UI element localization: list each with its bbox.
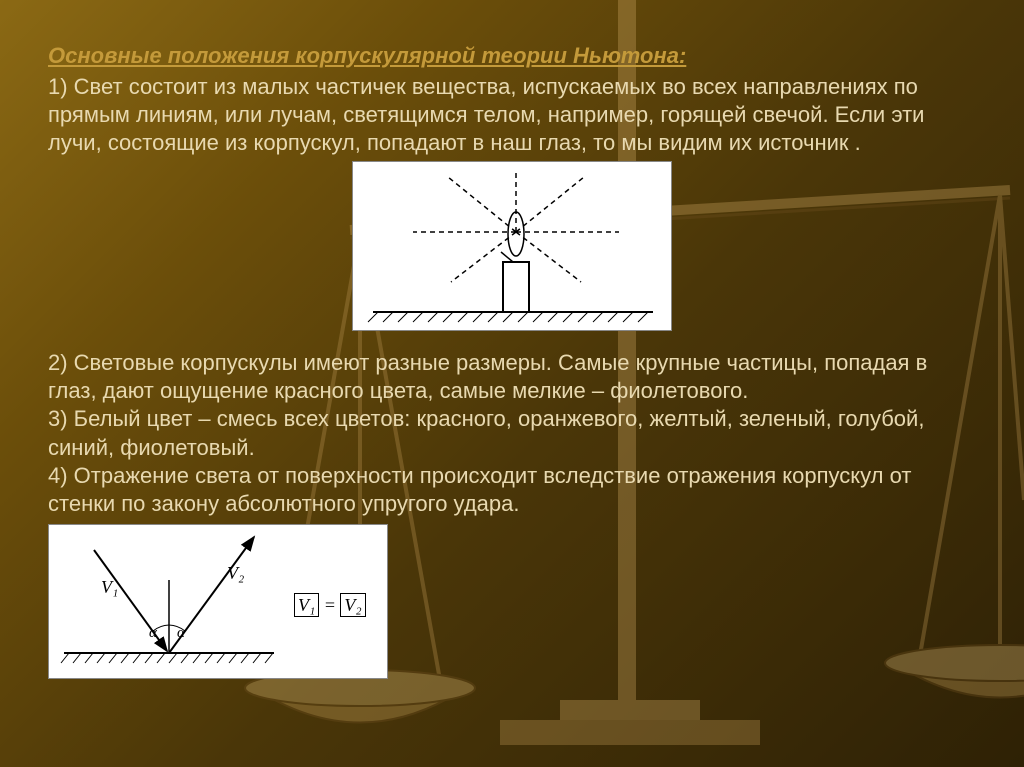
diagram-1-row [48,161,976,331]
paragraph-2: 2) Световые корпускулы имеют разные разм… [48,349,976,405]
paragraph-3: 3) Белый цвет – смесь всех цветов: красн… [48,405,976,461]
reflection-diagram: V₁ V₂ α α V₁ = V₂ [48,524,388,679]
alpha-left: α [149,625,157,642]
v1-label: V₁ [101,577,118,598]
v2-label: V₂ [227,563,244,584]
alpha-right: α [177,625,185,642]
paragraph-1: 1) Свет состоит из малых частичек вещест… [48,73,976,157]
slide-heading: Основные положения корпускулярной теории… [48,42,976,71]
candle-rays-diagram [352,161,672,331]
slide-content: Основные положения корпускулярной теории… [0,0,1024,699]
reflection-equation: V₁ = V₂ [294,595,366,616]
paragraph-4: 4) Отражение света от поверхности происх… [48,462,976,518]
diagram-2-row: V₁ V₂ α α V₁ = V₂ [48,524,976,679]
